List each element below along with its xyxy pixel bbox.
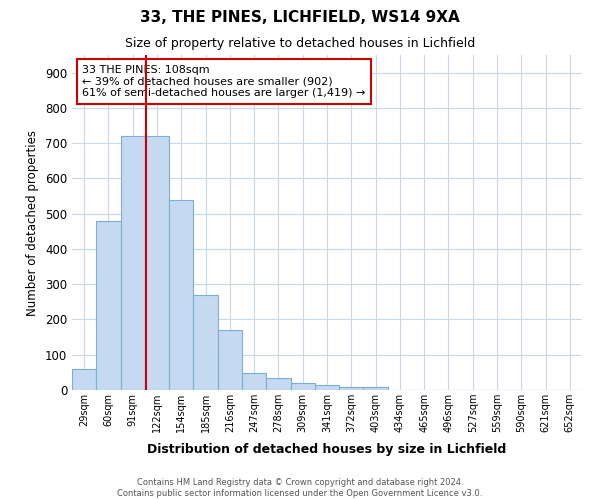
Y-axis label: Number of detached properties: Number of detached properties [26, 130, 40, 316]
Text: Size of property relative to detached houses in Lichfield: Size of property relative to detached ho… [125, 38, 475, 51]
Bar [315, 386, 339, 390]
Bar [242, 374, 266, 390]
Bar [96, 220, 121, 390]
X-axis label: Distribution of detached houses by size in Lichfield: Distribution of detached houses by size … [148, 444, 506, 456]
Bar [145, 136, 169, 390]
Bar [72, 369, 96, 390]
Bar [290, 383, 315, 390]
Bar [266, 378, 290, 390]
Text: 33 THE PINES: 108sqm
← 39% of detached houses are smaller (902)
61% of semi-deta: 33 THE PINES: 108sqm ← 39% of detached h… [82, 65, 365, 98]
Text: Contains HM Land Registry data © Crown copyright and database right 2024.
Contai: Contains HM Land Registry data © Crown c… [118, 478, 482, 498]
Bar [121, 136, 145, 390]
Bar [169, 200, 193, 390]
Bar [218, 330, 242, 390]
Bar [339, 387, 364, 390]
Text: 33, THE PINES, LICHFIELD, WS14 9XA: 33, THE PINES, LICHFIELD, WS14 9XA [140, 10, 460, 25]
Bar [193, 295, 218, 390]
Bar [364, 387, 388, 390]
